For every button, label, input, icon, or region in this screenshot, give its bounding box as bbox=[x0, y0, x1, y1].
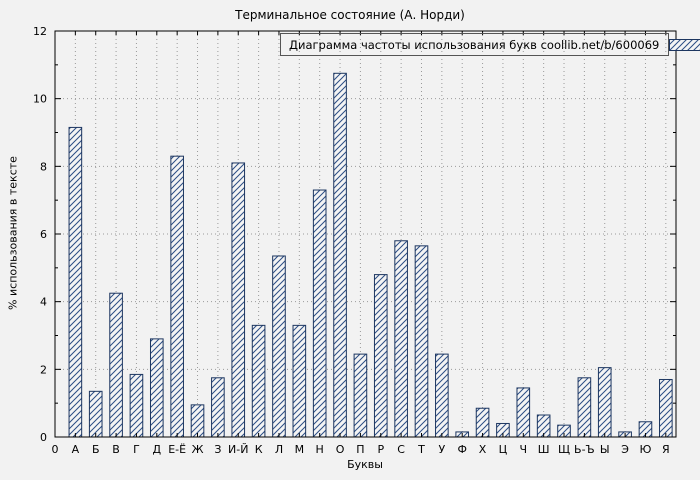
chart-title: Терминальное состояние (А. Норди) bbox=[235, 8, 465, 22]
x-tick-label: Ы bbox=[600, 443, 610, 456]
x-tick-label: Э bbox=[621, 443, 629, 456]
bar-П bbox=[353, 353, 368, 438]
x-tick-label: О bbox=[336, 443, 345, 456]
bar-Л bbox=[272, 255, 286, 438]
x-tick-label: У bbox=[439, 443, 446, 456]
y-axis-label: % использования в тексте bbox=[6, 156, 20, 310]
legend-label: Диаграмма частоты использования букв coo… bbox=[289, 37, 660, 52]
x-tick-label: Г bbox=[133, 443, 140, 456]
x-tick-label: Т bbox=[417, 443, 425, 456]
x-tick-label: Н bbox=[316, 443, 324, 456]
y-tick-label: 12 bbox=[33, 25, 47, 38]
bar-Р bbox=[373, 274, 388, 438]
x-tick-label: Л bbox=[275, 443, 283, 456]
y-tick-label: 6 bbox=[40, 228, 47, 241]
bar-Е-Ё bbox=[170, 155, 184, 438]
x-tick-label: Р bbox=[377, 443, 384, 456]
x-tick-label: Ь-Ъ bbox=[574, 443, 595, 456]
bar-Н bbox=[312, 189, 327, 438]
x-tick-label: Д bbox=[153, 443, 162, 456]
y-tick-label: 2 bbox=[40, 363, 47, 376]
x-tick-label: К bbox=[255, 443, 263, 456]
x-tick-label: М bbox=[295, 443, 305, 456]
bar-Ч bbox=[516, 387, 531, 438]
bar-Ж bbox=[190, 404, 205, 438]
bar-Ь-Ъ bbox=[577, 377, 592, 438]
bar-Я bbox=[659, 378, 673, 438]
bar-С bbox=[394, 240, 408, 438]
legend-hatch-swatch bbox=[669, 38, 700, 51]
x-tick-label: В bbox=[112, 443, 120, 456]
x-tick-label: Ч bbox=[520, 443, 528, 456]
bar-О bbox=[333, 72, 347, 438]
bar-А bbox=[68, 126, 83, 438]
bar-З bbox=[211, 377, 225, 438]
y-tick-label: 10 bbox=[33, 93, 47, 106]
legend-box: Диаграмма частоты использования букв coo… bbox=[280, 33, 700, 56]
x-tick-label: Ф bbox=[457, 443, 466, 456]
bar-Х bbox=[475, 407, 490, 438]
bar-Г bbox=[129, 373, 144, 438]
x-tick-label: Ц bbox=[499, 443, 508, 456]
x-axis-label: Буквы bbox=[347, 458, 383, 471]
y-tick-label: 4 bbox=[40, 296, 47, 309]
bar-Б bbox=[88, 390, 103, 438]
x-tick-label: Б bbox=[92, 443, 100, 456]
x-tick-label: Х bbox=[479, 443, 487, 456]
x-tick-label: А bbox=[72, 443, 80, 456]
bar-Ы bbox=[597, 367, 612, 438]
x-tick-label: П bbox=[356, 443, 364, 456]
x-tick-label: Я bbox=[662, 443, 670, 456]
x-tick-label: Ж bbox=[192, 443, 204, 456]
bar-В bbox=[109, 292, 123, 438]
x-tick-label: Ю bbox=[640, 443, 652, 456]
x-origin-label: 0 bbox=[52, 443, 59, 456]
x-tick-label: Щ bbox=[558, 443, 570, 456]
bar-У bbox=[435, 353, 449, 438]
x-tick-label: Ш bbox=[538, 443, 550, 456]
bar-Д bbox=[149, 338, 164, 438]
y-tick-label: 0 bbox=[40, 431, 47, 444]
bar-И-Й bbox=[231, 162, 246, 438]
bar-М bbox=[292, 324, 307, 438]
bar-К bbox=[251, 324, 266, 438]
axes bbox=[54, 30, 677, 438]
x-tick-label: Е-Ё bbox=[168, 443, 186, 456]
x-tick-label: И-Й bbox=[228, 443, 248, 456]
x-tick-label: С bbox=[397, 443, 405, 456]
y-tick-label: 8 bbox=[40, 160, 47, 173]
x-tick-label: З bbox=[214, 443, 221, 456]
bar-Т bbox=[414, 245, 429, 438]
bars bbox=[68, 72, 673, 438]
